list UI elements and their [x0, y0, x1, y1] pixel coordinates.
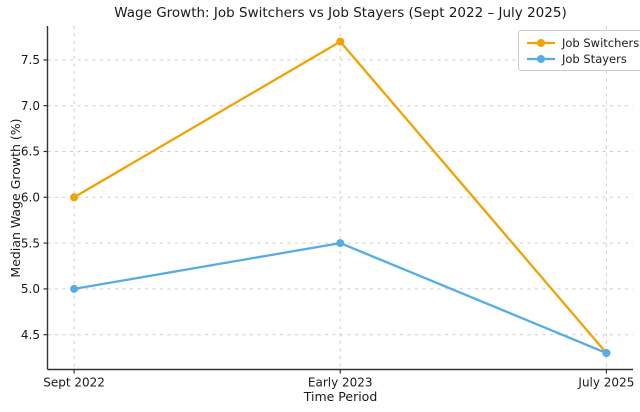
y-tick-label: 6.5: [21, 145, 40, 159]
y-tick-label: 6.0: [21, 190, 40, 204]
legend-line-marker-icon: [527, 54, 555, 63]
legend-item-label: Job Stayers: [562, 51, 627, 66]
legend-item-label: Job Switchers: [562, 35, 640, 50]
y-tick-label: 5.5: [21, 236, 40, 250]
data-point-marker: [70, 284, 79, 293]
legend-item: Job Stayers: [526, 51, 639, 66]
chart-title: Wage Growth: Job Switchers vs Job Stayer…: [114, 5, 567, 21]
data-point-marker: [336, 239, 345, 248]
y-tick-label: 5.0: [21, 282, 40, 296]
x-tick-label: Sept 2022: [43, 376, 105, 390]
legend-line-marker-icon: [527, 38, 555, 47]
x-axis-label: Time Period: [303, 389, 378, 404]
x-tick-label: July 2025: [577, 376, 634, 390]
legend: Job Switchers Job Stayers: [518, 30, 640, 71]
x-tick-label: Early 2023: [308, 376, 373, 390]
y-tick-label: 7.5: [21, 53, 40, 67]
data-point-marker: [336, 37, 345, 46]
y-tick-label: 7.0: [21, 99, 40, 113]
data-point-marker: [602, 349, 611, 358]
data-point-marker: [70, 193, 79, 202]
legend-item: Job Switchers: [526, 35, 639, 50]
y-tick-label: 4.5: [21, 328, 40, 342]
